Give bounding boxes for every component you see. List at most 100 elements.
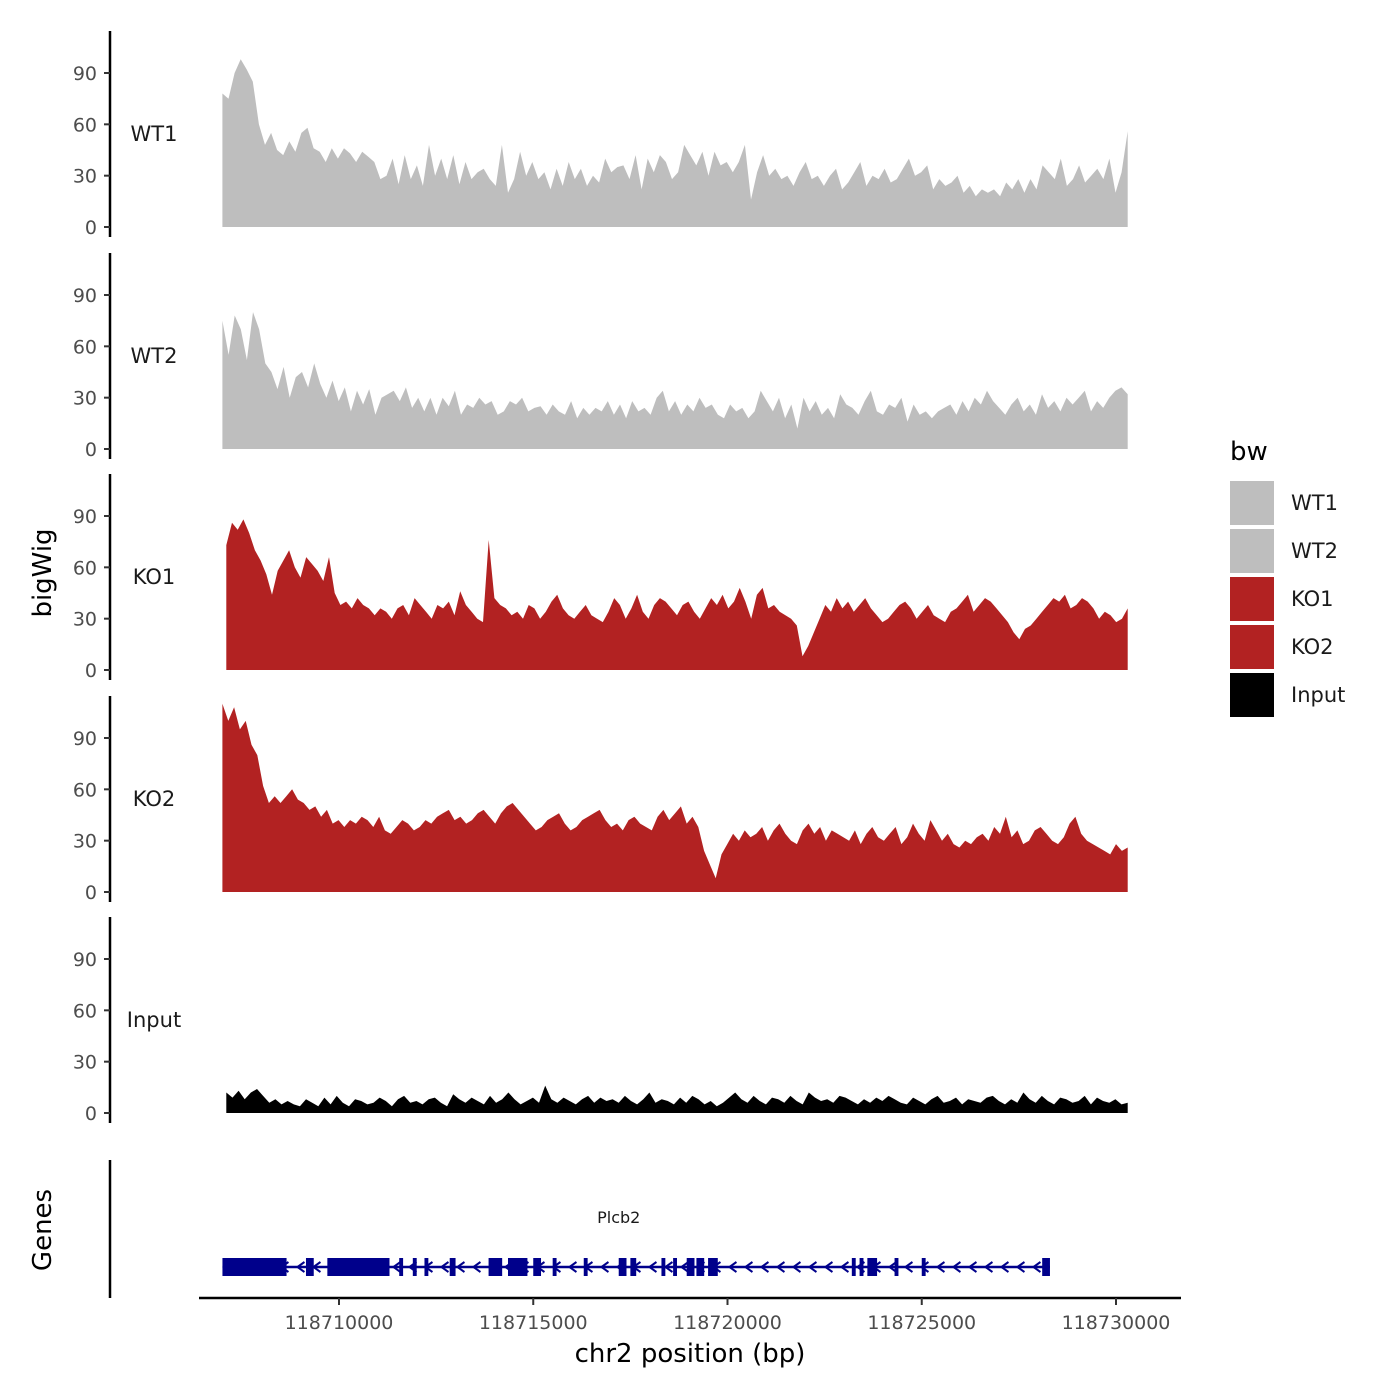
x-axis: 118710000 118715000 118720000 118725000 1187… (199, 1296, 1181, 1334)
strand-arrow (663, 1261, 674, 1273)
gene-name-label: Plcb2 (597, 1208, 640, 1227)
gene-exon (412, 1258, 417, 1276)
legend-title: bw (1230, 437, 1268, 467)
x-tick-label: 118720000 (673, 1312, 782, 1334)
coverage-area-input (226, 1085, 1128, 1113)
y-tick-label: 60 (73, 114, 97, 136)
x-tick-label: 118725000 (867, 1312, 976, 1334)
track-ko2: 0 30 60 90 KO2 (73, 696, 1128, 904)
track-label: KO1 (133, 565, 176, 589)
y-tick-label: 0 (85, 439, 97, 461)
track-input: 0 30 60 90 Input (73, 917, 1128, 1125)
y-tick-label: 90 (73, 63, 97, 85)
genes-axis-title: Genes (28, 1189, 58, 1271)
strand-arrow (983, 1261, 994, 1273)
legend-label-ko1: KO1 (1291, 587, 1334, 611)
x-tick-label: 118710000 (285, 1312, 394, 1334)
track-label: WT1 (131, 122, 178, 146)
gene-exon (449, 1258, 456, 1276)
y-tick-label: 90 (73, 728, 97, 750)
gene-exon (867, 1258, 878, 1276)
track-label: KO2 (133, 787, 176, 811)
strand-arrow (471, 1261, 482, 1273)
legend-label-wt2: WT2 (1291, 539, 1338, 563)
coverage-tracks: 0 30 60 90 WT1 0 30 60 90 WT2 0 30 60 90 KO1 0 30 60 90 KO2… (73, 31, 1128, 1125)
gene-exon (921, 1258, 926, 1276)
y-tick-label: 30 (73, 609, 97, 631)
y-tick-label: 60 (73, 557, 97, 579)
strand-arrow (903, 1261, 914, 1273)
y-tick-label: 30 (73, 166, 97, 188)
y-tick-label: 90 (73, 506, 97, 528)
strand-arrow (567, 1261, 578, 1273)
gene-exon (327, 1258, 390, 1276)
y-tick-label: 0 (85, 217, 97, 239)
track-label: WT2 (131, 344, 178, 368)
legend-key-ko1 (1230, 577, 1274, 621)
strand-arrow (1031, 1261, 1042, 1273)
strand-arrow (599, 1261, 610, 1273)
strand-arrow (647, 1261, 658, 1273)
gene-exon (859, 1258, 864, 1276)
y-tick-label: 30 (73, 1052, 97, 1074)
strand-arrow (295, 1261, 306, 1273)
gene-exon (851, 1258, 856, 1276)
gene-exon (424, 1258, 429, 1276)
strand-arrow (887, 1261, 898, 1273)
strand-arrow (791, 1261, 802, 1273)
strand-arrow (999, 1261, 1010, 1273)
gene-track: Plcb2 (108, 1160, 1050, 1298)
y-tick-label: 30 (73, 388, 97, 410)
strand-arrow (839, 1261, 850, 1273)
strand-arrow (935, 1261, 946, 1273)
gene-exon (488, 1258, 503, 1276)
legend-label-input: Input (1291, 683, 1345, 707)
coverage-area-ko1 (226, 519, 1128, 670)
strand-arrow (391, 1261, 402, 1273)
gene-exon (222, 1258, 287, 1276)
y-tick-label: 60 (73, 779, 97, 801)
legend: bw WT1 WT2 KO1 KO2 Input (1230, 437, 1345, 717)
strand-arrow (455, 1261, 466, 1273)
y-tick-label: 90 (73, 285, 97, 307)
gene-exon (618, 1258, 627, 1276)
gene-exon (507, 1258, 528, 1276)
gene-exon (673, 1258, 677, 1276)
strand-arrow (743, 1261, 754, 1273)
legend-label-ko2: KO2 (1291, 635, 1334, 659)
track-wt1: 0 30 60 90 WT1 (73, 31, 1128, 239)
strand-arrow (1015, 1261, 1026, 1273)
gene-exon (696, 1258, 705, 1276)
track-label: Input (127, 1008, 181, 1032)
coverage-area-wt2 (222, 312, 1128, 449)
legend-key-input (1230, 673, 1274, 717)
strand-arrow (951, 1261, 962, 1273)
track-wt2: 0 30 60 90 WT2 (73, 253, 1128, 461)
y-tick-label: 0 (85, 882, 97, 904)
y-tick-label: 60 (73, 336, 97, 358)
gene-exon (399, 1258, 404, 1276)
gene-exon (1042, 1258, 1050, 1276)
y-tick-label: 60 (73, 1000, 97, 1022)
strand-arrow (919, 1261, 930, 1273)
gene-exon (894, 1258, 899, 1276)
strand-arrow (759, 1261, 770, 1273)
gene-exon (533, 1258, 542, 1276)
x-axis-title: chr2 position (bp) (575, 1339, 806, 1369)
legend-label-wt1: WT1 (1291, 491, 1338, 515)
gene-exon (552, 1258, 557, 1276)
strand-arrow (775, 1261, 786, 1273)
gene-exon (305, 1258, 314, 1276)
coverage-area-wt1 (222, 59, 1128, 227)
coverage-area-ko2 (222, 703, 1128, 892)
y-axis-title: bigWig (28, 528, 58, 617)
legend-key-wt2 (1230, 529, 1274, 573)
y-tick-label: 30 (73, 831, 97, 853)
y-tick-label: 0 (85, 1103, 97, 1125)
y-tick-label: 90 (73, 949, 97, 971)
strand-arrow (727, 1261, 738, 1273)
gene-exon (583, 1258, 588, 1276)
y-tick-label: 0 (85, 660, 97, 682)
